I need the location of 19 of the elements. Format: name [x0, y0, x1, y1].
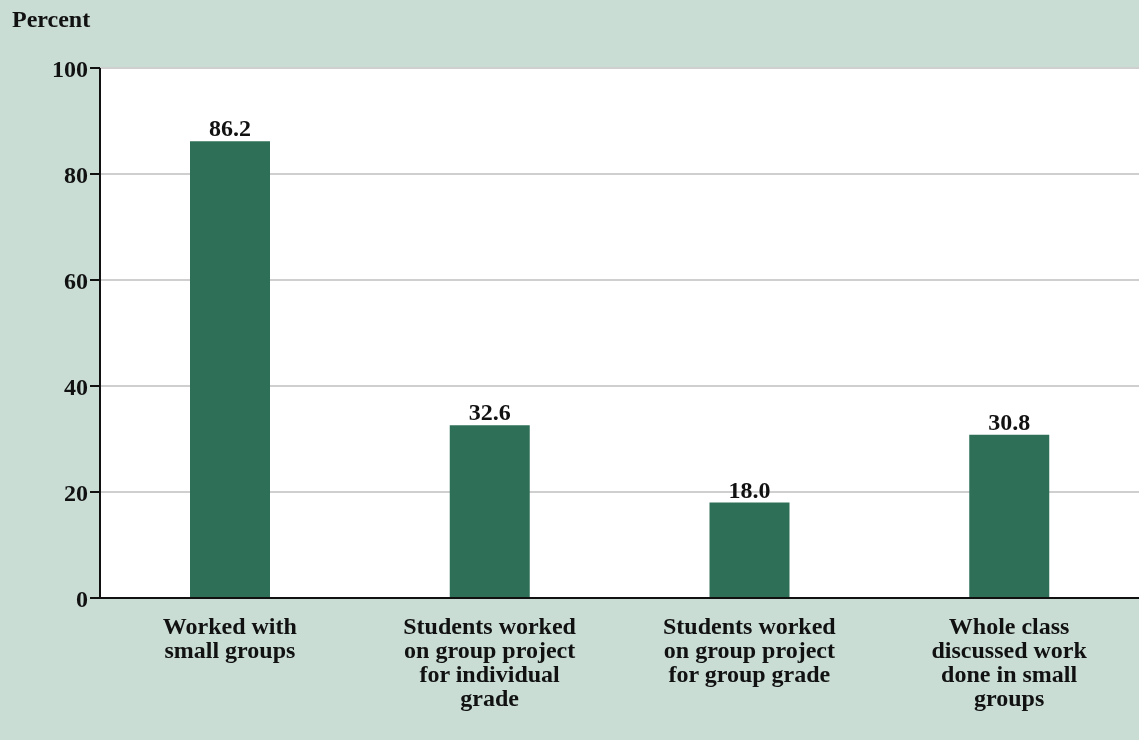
- bar: [190, 141, 270, 598]
- x-tick-label: Students worked on group project for individual grade: [403, 613, 577, 711]
- y-tick-label: 100: [52, 55, 88, 82]
- data-label: 18.0: [728, 476, 771, 503]
- x-tick-label: Whole class discussed work done in small groups: [931, 613, 1088, 711]
- y-tick-label: 60: [64, 267, 88, 294]
- data-label: 86.2: [209, 115, 251, 142]
- y-tick-label: 40: [64, 373, 88, 400]
- y-tick-label: 80: [64, 161, 88, 188]
- y-tick-label: 0: [76, 585, 88, 612]
- bar: [709, 502, 790, 598]
- data-label: 30.8: [988, 408, 1031, 435]
- bar: [449, 425, 530, 598]
- x-tick-label: Worked with small groups: [162, 613, 297, 663]
- bar: [969, 434, 1050, 598]
- x-tick-label: Students worked on group project for group grade: [663, 613, 837, 687]
- data-label: 32.6: [468, 399, 511, 426]
- y-tick-label: 20: [64, 479, 88, 506]
- y-axis-title: Percent: [12, 6, 91, 33]
